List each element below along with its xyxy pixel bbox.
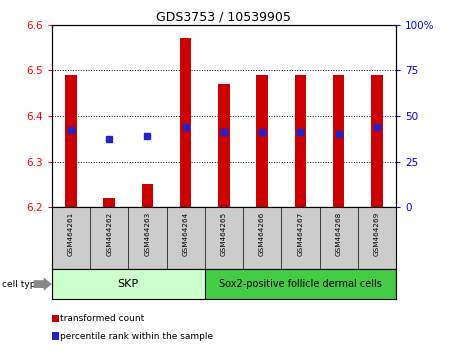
Bar — [142, 184, 153, 207]
Text: GSM464263: GSM464263 — [144, 212, 150, 256]
Bar — [65, 75, 77, 207]
Bar — [295, 75, 306, 207]
Text: Sox2-positive follicle dermal cells: Sox2-positive follicle dermal cells — [219, 279, 382, 289]
Text: GSM464262: GSM464262 — [106, 212, 112, 256]
Bar — [180, 39, 191, 207]
Text: GSM464264: GSM464264 — [183, 212, 189, 256]
Title: GDS3753 / 10539905: GDS3753 / 10539905 — [157, 11, 291, 24]
Text: cell type: cell type — [2, 280, 41, 289]
Text: SKP: SKP — [118, 279, 139, 289]
Bar — [52, 269, 205, 299]
Text: GSM464269: GSM464269 — [374, 212, 380, 256]
Text: GSM464267: GSM464267 — [297, 212, 303, 256]
Text: GSM464265: GSM464265 — [221, 212, 227, 256]
Text: GSM464268: GSM464268 — [336, 212, 342, 256]
Text: GSM464266: GSM464266 — [259, 212, 265, 256]
Bar — [371, 75, 382, 207]
Bar — [104, 198, 115, 207]
Text: transformed count: transformed count — [60, 314, 144, 323]
Bar — [333, 75, 344, 207]
Text: percentile rank within the sample: percentile rank within the sample — [60, 332, 213, 341]
Bar — [256, 75, 268, 207]
Text: GSM464261: GSM464261 — [68, 212, 74, 256]
Bar — [218, 84, 230, 207]
Bar — [205, 269, 396, 299]
